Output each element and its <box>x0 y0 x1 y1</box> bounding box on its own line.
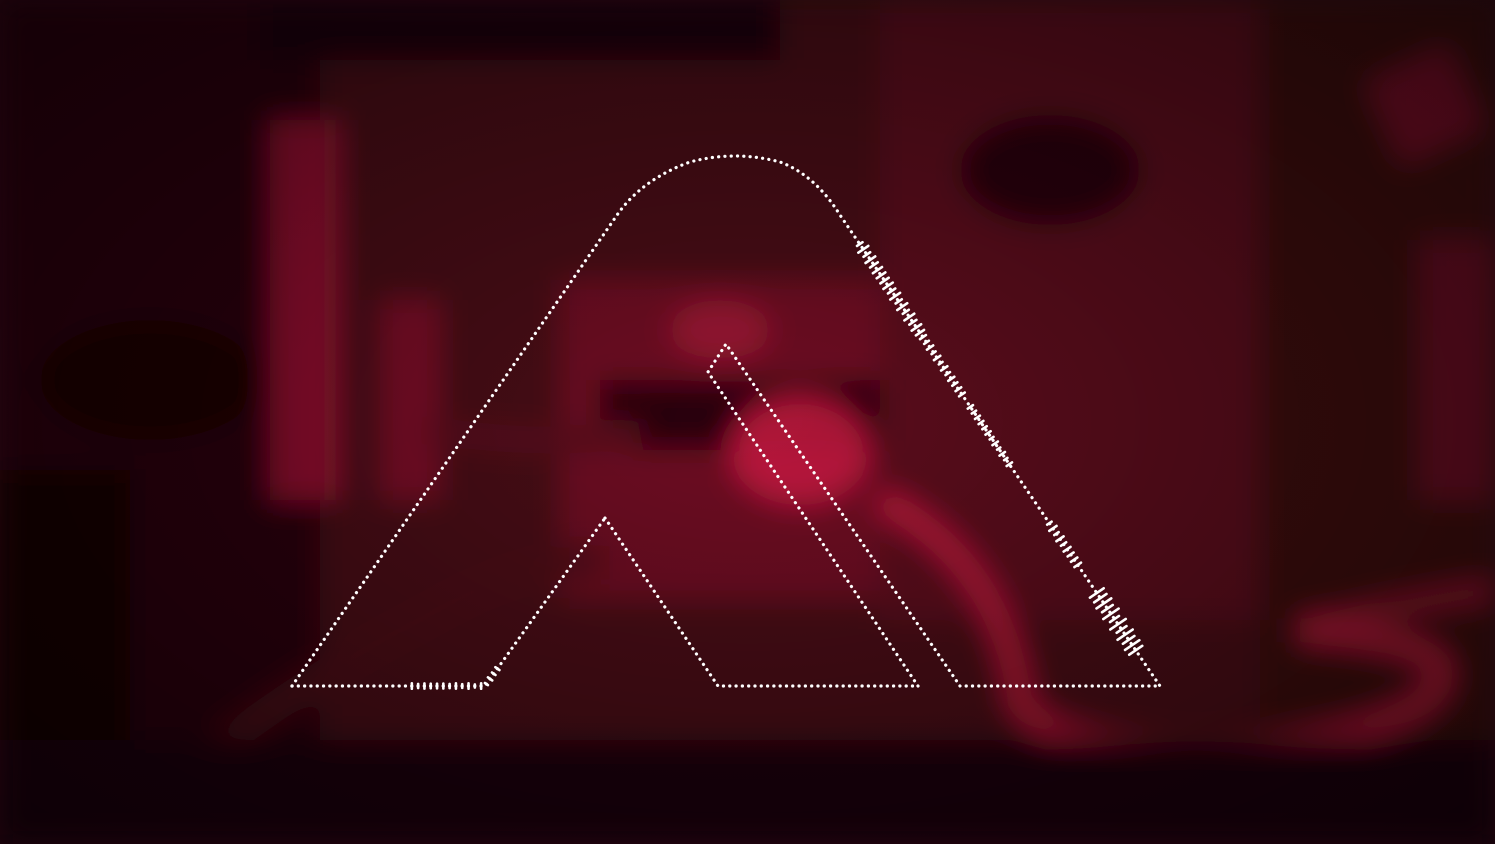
logo-base-left <box>290 516 607 688</box>
audio-level-tick <box>954 386 963 393</box>
audio-level-tick <box>1115 624 1128 635</box>
audio-level-tick <box>1055 535 1065 543</box>
audio-level-tick <box>908 318 918 326</box>
audio-level-tick <box>930 350 937 356</box>
audio-level-tick <box>1109 617 1128 631</box>
audio-level-tick <box>1066 551 1075 558</box>
audio-level-tick <box>991 440 1000 447</box>
audio-level-tick <box>981 424 989 431</box>
audio-level-tick <box>1101 607 1120 621</box>
audio-level-tick <box>1045 520 1053 527</box>
audio-level-tick <box>486 676 494 682</box>
logo-inner-stroke <box>706 341 1162 688</box>
audio-level-tick <box>1073 561 1083 569</box>
audio-level-tick <box>1052 530 1060 537</box>
audio-level-tick <box>871 265 884 275</box>
audio-level-tick <box>490 671 497 677</box>
audio-level-tick <box>494 665 501 672</box>
audio-level-tick <box>970 409 978 415</box>
audio-level-tick <box>998 450 1007 457</box>
audio-level-tick <box>888 291 902 301</box>
audio-level-tick <box>886 287 897 295</box>
audio-level-tick <box>894 298 904 305</box>
audio-level-tick <box>903 312 916 322</box>
audio-level-tick <box>918 333 928 341</box>
audio-level-tick <box>1047 524 1058 533</box>
audio-level-tick <box>939 364 949 372</box>
audio-level-tick <box>966 403 975 410</box>
audio-level-tick <box>984 429 992 437</box>
audio-level-tick <box>995 446 1002 451</box>
audio-level-tick <box>910 322 923 332</box>
audio-level-tick <box>855 240 864 248</box>
audio-level-tick <box>1116 628 1134 642</box>
audio-level-tick <box>1002 456 1009 462</box>
audio-level-tick <box>1059 540 1068 548</box>
audio-level-tick <box>950 380 959 388</box>
audio-level-tick <box>857 244 870 254</box>
audio-level-tick <box>864 255 877 265</box>
audio-level-tick <box>988 435 995 441</box>
audio-level-tick <box>1088 586 1105 599</box>
audio-level-tick <box>1069 556 1079 564</box>
audio-level-tick <box>483 681 490 687</box>
audio-level-tick <box>922 339 931 346</box>
audio-level-tick <box>895 301 909 312</box>
audio-level-tick <box>882 281 895 291</box>
logo-outer-arch <box>290 154 1162 688</box>
audio-level-tick <box>1123 638 1141 652</box>
audio-level-bars <box>410 240 1144 691</box>
audio-level-tick <box>977 419 985 426</box>
audio-level-tick <box>1108 614 1121 624</box>
audio-level-tick <box>973 414 982 421</box>
audio-level-tick <box>862 250 872 259</box>
audio-level-tick <box>925 344 935 351</box>
audio-level-tick <box>932 354 942 362</box>
audio-level-tick <box>946 375 956 383</box>
audio-level-tick <box>901 308 911 316</box>
audio-level-tick <box>1062 545 1072 553</box>
audio-level-tick <box>1092 592 1108 604</box>
audio-level-tick <box>868 261 880 269</box>
audio-level-tick <box>944 370 952 377</box>
audio-level-tick <box>914 328 926 337</box>
audio-level-tick <box>879 276 890 285</box>
audio-level-tick <box>1005 461 1014 468</box>
audio-level-tick <box>875 271 887 280</box>
logo-dotted-outline <box>290 154 1162 688</box>
audio-level-tick <box>957 391 967 398</box>
audio-level-tick <box>1127 644 1144 657</box>
audio-level-tick <box>1095 597 1113 610</box>
audio-level-tick <box>937 360 944 366</box>
audio-level-tick <box>1121 634 1136 646</box>
logo-base-middle <box>603 516 920 688</box>
audio-level-tick <box>1100 603 1115 614</box>
